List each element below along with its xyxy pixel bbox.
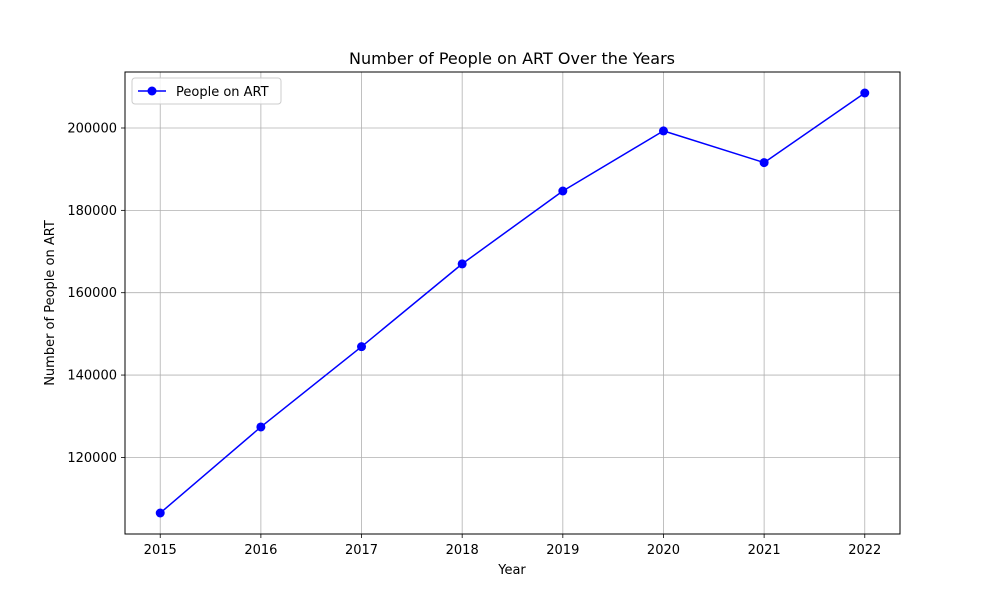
y-tick-label: 140000 [67, 369, 117, 384]
x-axis-label: Year [497, 563, 526, 578]
data-point [457, 259, 467, 269]
data-point [860, 88, 870, 98]
y-axis-label: Number of People on ART [43, 220, 58, 386]
x-tick-label: 2019 [546, 543, 579, 558]
x-tick-label: 2017 [345, 543, 378, 558]
y-tick-label: 180000 [67, 204, 117, 219]
legend: People on ART [131, 77, 282, 105]
grid-lines [125, 72, 900, 534]
series-lines [159, 92, 866, 514]
axes: 2015 2016 2017 2018 2019 2020 2021 2022 120000 14… [67, 122, 881, 559]
data-point [256, 422, 266, 432]
x-tick-label: 2021 [748, 543, 781, 558]
data-point [357, 342, 367, 352]
chart-title: Number of People on ART Over the Years [349, 49, 675, 68]
legend-marker-sample [147, 86, 157, 96]
data-point [155, 508, 165, 518]
data-point [658, 126, 668, 136]
x-tick-label: 2015 [144, 543, 177, 558]
x-tick-label: 2022 [848, 543, 881, 558]
data-points [155, 88, 870, 518]
y-tick-label: 160000 [67, 286, 117, 301]
data-point [558, 186, 568, 196]
y-tick-label: 200000 [67, 122, 117, 137]
y-tick-label: 120000 [67, 451, 117, 466]
plot-frame [124, 71, 901, 535]
legend-box [131, 77, 282, 105]
data-point [759, 158, 769, 168]
legend-label: People on ART [176, 85, 269, 100]
x-tick-label: 2016 [244, 543, 277, 558]
x-tick-label: 2020 [647, 543, 680, 558]
series-line [159, 92, 866, 514]
x-tick-label: 2018 [446, 543, 479, 558]
